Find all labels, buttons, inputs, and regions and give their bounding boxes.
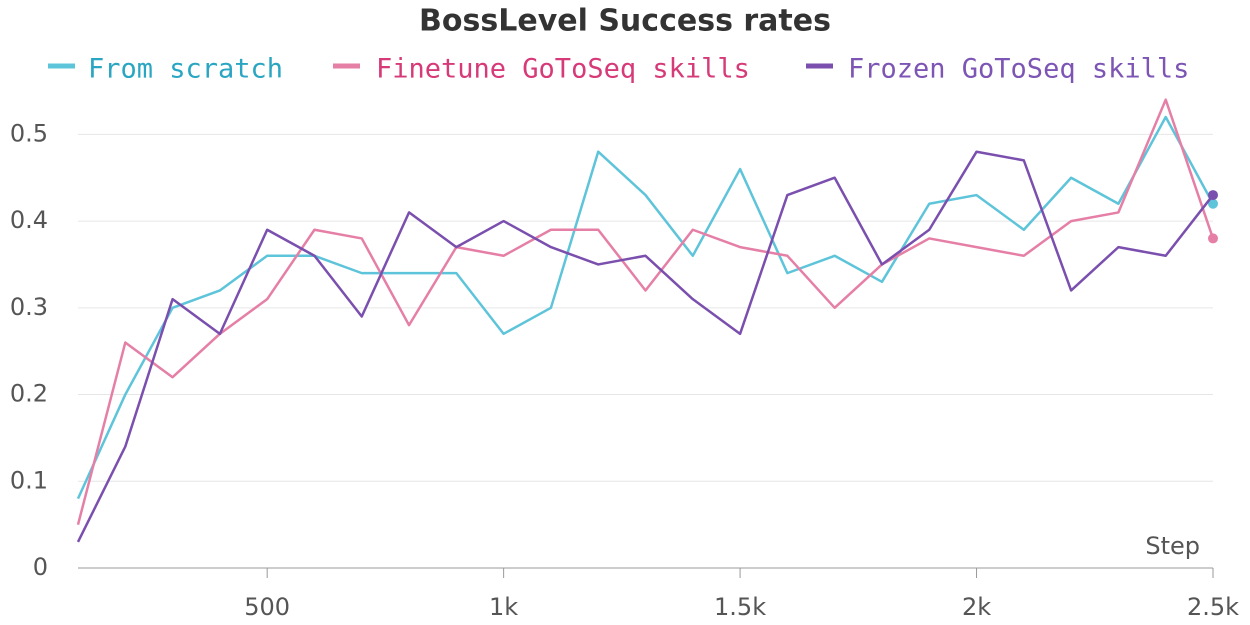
x-tick-label: 500 xyxy=(244,593,290,621)
legend-label: Frozen GoToSeq skills xyxy=(848,54,1189,85)
legend-label: Finetune GoToSeq skills xyxy=(376,54,750,85)
x-tick-label: 1.5k xyxy=(714,593,766,621)
x-axis-label: Step xyxy=(1145,532,1200,560)
y-tick-label: 0.3 xyxy=(10,293,48,321)
chart-title: BossLevel Success rates xyxy=(419,4,831,39)
x-tick-label: 1k xyxy=(489,593,518,621)
end-dot xyxy=(1208,198,1218,209)
y-tick-label: 0.4 xyxy=(10,206,48,234)
legend-label: From scratch xyxy=(88,54,283,85)
series-line xyxy=(76,115,1215,500)
end-dot xyxy=(1208,233,1218,244)
end-dot xyxy=(1208,190,1218,201)
y-tick-label: 0 xyxy=(33,553,48,581)
y-tick-label: 0.2 xyxy=(10,380,48,408)
y-tick-label: 0.1 xyxy=(10,466,48,494)
x-tick-label: 2k xyxy=(962,593,991,621)
series-line xyxy=(76,150,1214,543)
x-tick-label: 2.5k xyxy=(1187,593,1239,621)
series-line xyxy=(76,98,1215,525)
y-tick-label: 0.5 xyxy=(10,119,48,147)
